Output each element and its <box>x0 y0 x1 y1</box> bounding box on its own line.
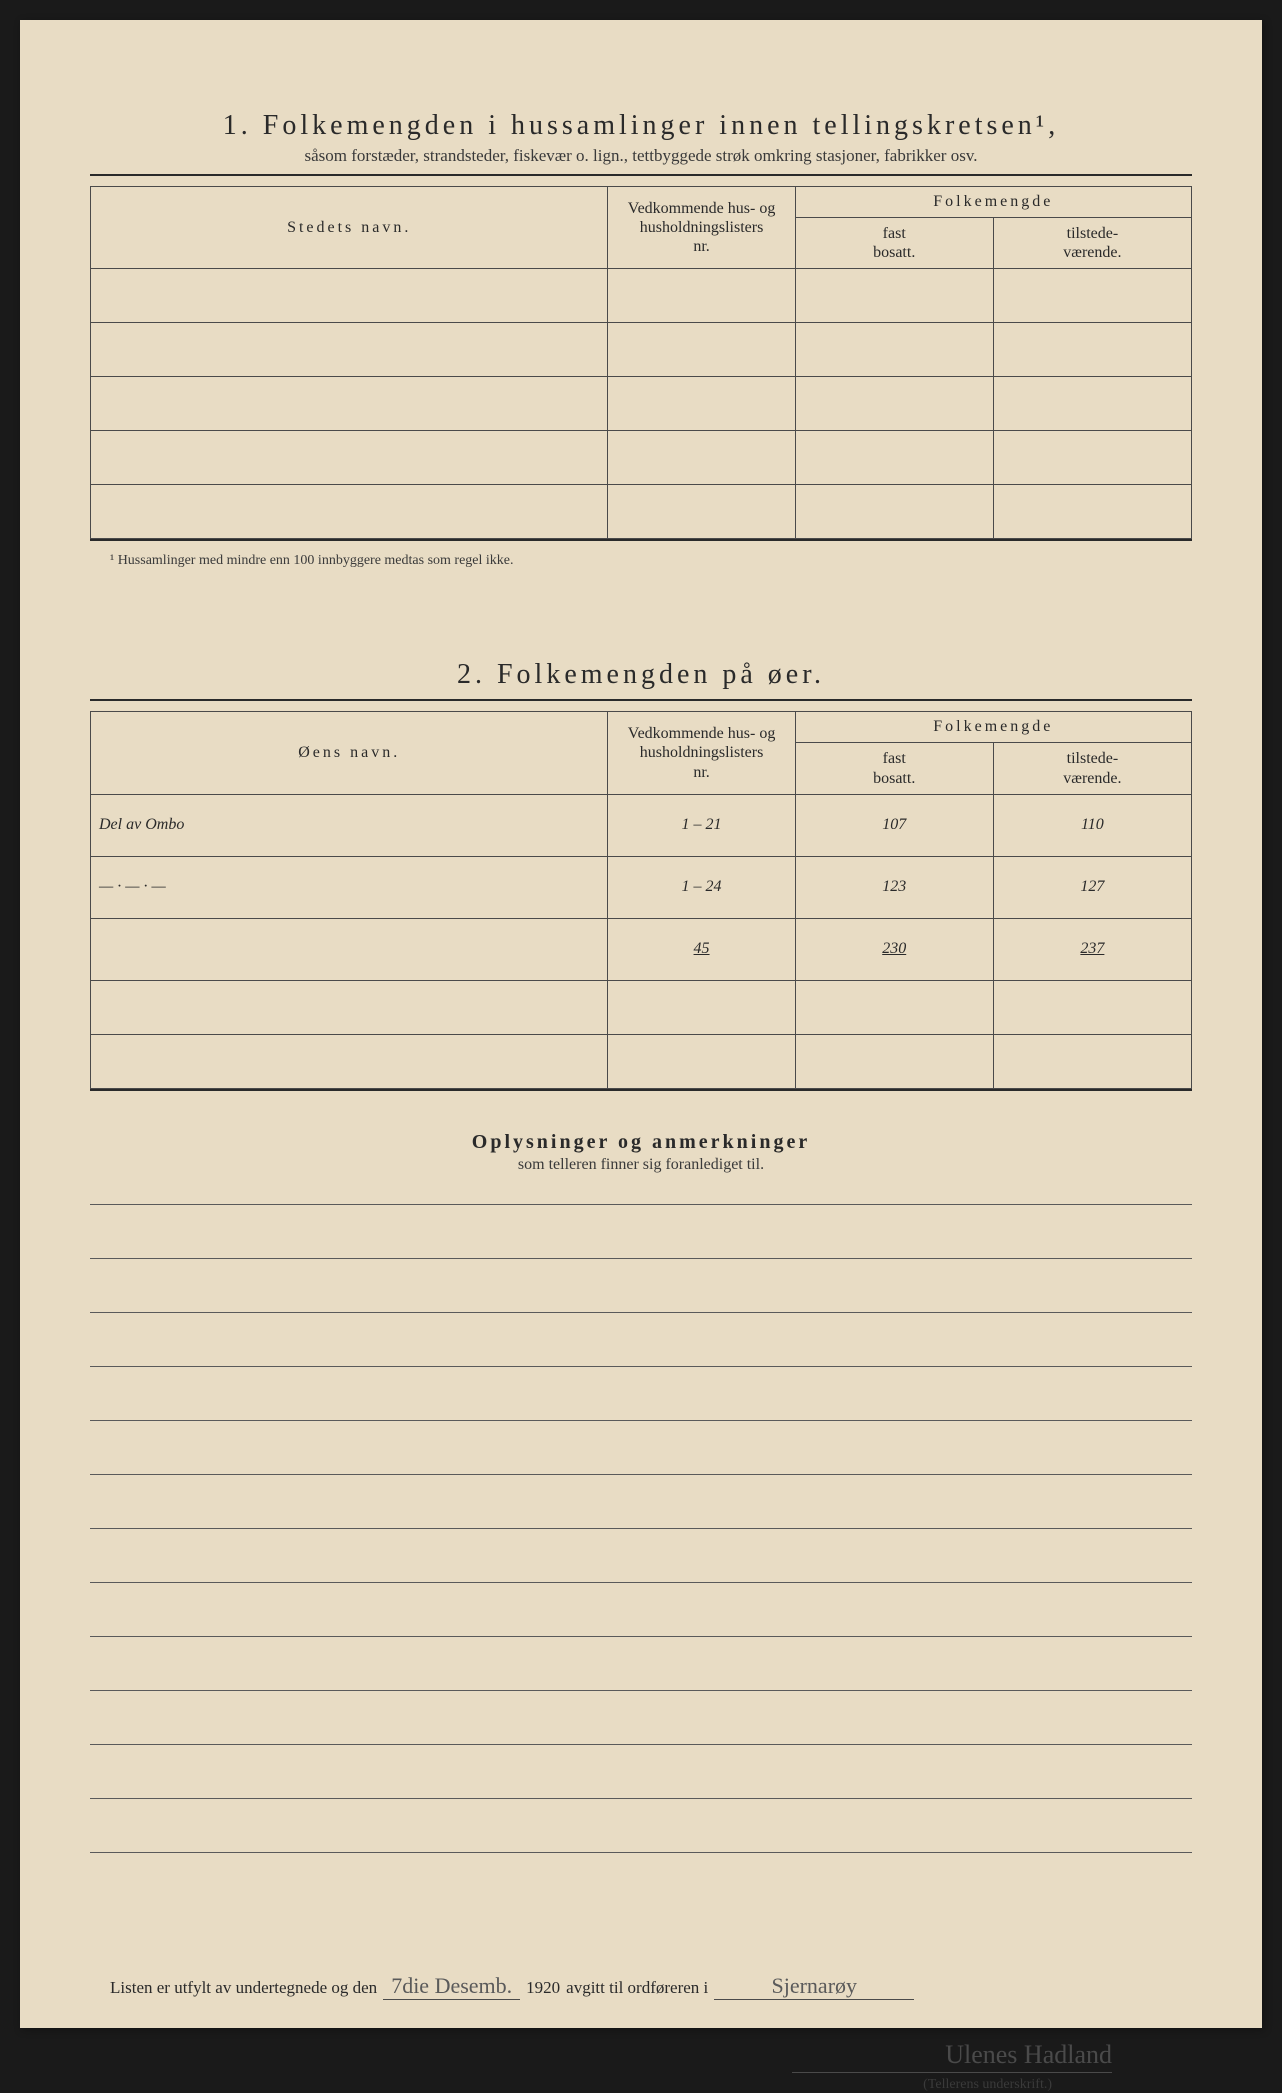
footer: Listen er utfylt av undertegnede og den … <box>90 1973 1192 2093</box>
table1-body <box>91 269 1192 539</box>
ruled-line <box>90 1691 1192 1745</box>
cell-hus: 45 <box>608 918 795 980</box>
col-fast-l2: bosatt. <box>873 244 915 261</box>
col2-hus-l1: Vedkommende hus- og <box>628 725 776 742</box>
col2-fast-l1: fast <box>883 750 906 767</box>
section1-subtitle: såsom forstæder, strandsteder, fiskevær … <box>90 146 1192 166</box>
cell-name: Del av Ombo <box>91 794 608 856</box>
col2-til-l2: værende. <box>1063 770 1121 787</box>
cell-til: 127 <box>993 856 1191 918</box>
section2: 2. Folkemengden på øer. Øens navn. Vedko… <box>90 659 1192 1090</box>
table-row <box>91 980 1192 1034</box>
ruled-line <box>90 1583 1192 1637</box>
col2-fast-l2: bosatt. <box>873 770 915 787</box>
section1-title: 1. Folkemengden i hussamlinger innen tel… <box>90 110 1192 142</box>
table-row: — · — · —1 – 24123127 <box>91 856 1192 918</box>
footer-date: 7die Desemb. <box>383 1973 520 2000</box>
footer-prefix: Listen er utfylt av undertegnede og den <box>110 1978 377 1998</box>
table-row <box>91 1034 1192 1088</box>
section1-num: 1. <box>223 110 252 141</box>
table-oer: Øens navn. Vedkommende hus- og husholdni… <box>90 711 1192 1088</box>
cell-fast: 230 <box>795 918 993 980</box>
col-til-l2: værende. <box>1063 244 1121 261</box>
col-hus-l2: husholdningslisters <box>640 219 764 236</box>
table-hussamlinger: Stedets navn. Vedkommende hus- og hushol… <box>90 186 1192 539</box>
footer-mid: avgitt til ordføreren i <box>566 1978 708 1998</box>
cell-til: 237 <box>993 918 1191 980</box>
col2-hus-l3: nr. <box>693 764 709 781</box>
col-huslister: Vedkommende hus- og husholdningslisters … <box>608 187 795 269</box>
cell-hus: 1 – 21 <box>608 794 795 856</box>
ruled-line <box>90 1367 1192 1421</box>
section1-header: 1. Folkemengden i hussamlinger innen tel… <box>90 110 1192 166</box>
section3-subtitle: som telleren finner sig foranlediget til… <box>90 1156 1192 1174</box>
section1-footnote: ¹ Hussamlinger med mindre enn 100 innbyg… <box>90 553 1192 569</box>
section1-title-text: Folkemengden i hussamlinger innen tellin… <box>263 110 1059 141</box>
signature-area: Ulenes Hadland <box>110 2040 1172 2073</box>
table-row <box>91 485 1192 539</box>
table-row: Del av Ombo1 – 21107110 <box>91 794 1192 856</box>
section2-title: 2. Folkemengden på øer. <box>90 659 1192 691</box>
cell-name <box>91 918 608 980</box>
cell-name: — · — · — <box>91 856 608 918</box>
footer-year: 1920 <box>526 1978 560 1998</box>
ruled-line <box>90 1637 1192 1691</box>
census-form-page: 1. Folkemengden i hussamlinger innen tel… <box>20 20 1262 2028</box>
col-tilstede2: tilstede- værende. <box>993 743 1191 794</box>
section2-title-text: Folkemengden på øer. <box>497 659 825 690</box>
col-fast: fast bosatt. <box>795 218 993 269</box>
col-tilstede: tilstede- værende. <box>993 218 1191 269</box>
col-stedets-navn: Stedets navn. <box>91 187 608 269</box>
section1-top-rule <box>90 174 1192 176</box>
col-til-l1: tilstede- <box>1067 225 1119 242</box>
section3: Oplysninger og anmerkninger som telleren… <box>90 1131 1192 1174</box>
col-fast2: fast bosatt. <box>795 743 993 794</box>
table-row <box>91 377 1192 431</box>
table-row <box>91 323 1192 377</box>
ruled-line <box>90 1529 1192 1583</box>
cell-fast: 123 <box>795 856 993 918</box>
cell-fast: 107 <box>795 794 993 856</box>
ruled-line <box>90 1205 1192 1259</box>
signature-label: (Tellerens underskrift.) <box>110 2077 1172 2093</box>
col-fast-l1: fast <box>883 225 906 242</box>
ruled-line <box>90 1799 1192 1853</box>
col2-hus-l2: husholdningslisters <box>640 744 764 761</box>
ruled-line <box>90 1475 1192 1529</box>
ruled-line <box>90 1745 1192 1799</box>
table-row <box>91 431 1192 485</box>
cell-hus: 1 – 24 <box>608 856 795 918</box>
ruled-line <box>90 1259 1192 1313</box>
table2-body: Del av Ombo1 – 21107110— · — · —1 – 2412… <box>91 794 1192 1088</box>
section1-bottom-rule <box>90 539 1192 541</box>
table-row <box>91 269 1192 323</box>
col-hus-l1: Vedkommende hus- og <box>628 200 776 217</box>
section3-title: Oplysninger og anmerkninger <box>90 1131 1192 1154</box>
col-oens-navn: Øens navn. <box>91 712 608 794</box>
remarks-ruled-area <box>90 1204 1192 1853</box>
col-hus-l3: nr. <box>693 238 709 255</box>
section2-header: 2. Folkemengden på øer. <box>90 659 1192 691</box>
col-huslister2: Vedkommende hus- og husholdningslisters … <box>608 712 795 794</box>
section2-top-rule <box>90 699 1192 701</box>
signature: Ulenes Hadland <box>792 2040 1112 2073</box>
section2-num: 2. <box>457 659 486 690</box>
table-row: 45230237 <box>91 918 1192 980</box>
col2-til-l1: tilstede- <box>1067 750 1119 767</box>
footer-line: Listen er utfylt av undertegnede og den … <box>110 1973 1172 2000</box>
ruled-line <box>90 1313 1192 1367</box>
section2-bottom-rule <box>90 1089 1192 1091</box>
col-folkemengde: Folkemengde <box>795 187 1191 218</box>
footer-place: Sjernarøy <box>714 1973 914 2000</box>
col-folkemengde2: Folkemengde <box>795 712 1191 743</box>
ruled-line <box>90 1421 1192 1475</box>
cell-til: 110 <box>993 794 1191 856</box>
